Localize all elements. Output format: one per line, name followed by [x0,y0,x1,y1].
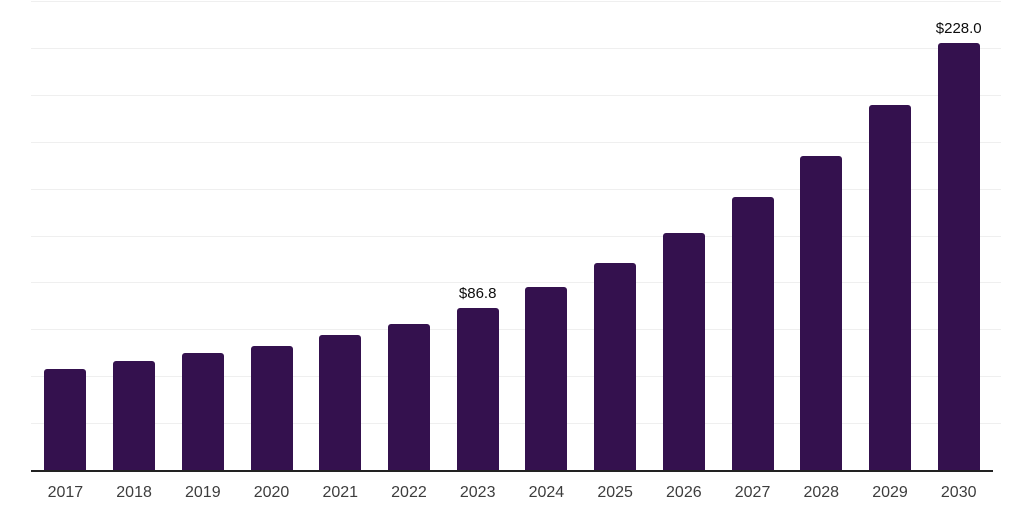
gridline-175 [31,141,1001,143]
bar-slot-2026 [649,2,718,471]
x-tick-label-2022: 2022 [391,484,427,501]
bar-2022 [387,323,430,471]
gridline-125 [31,235,1001,237]
bar-2026 [662,232,705,471]
bar-2021 [319,335,362,471]
bar-slot-2029 [856,2,925,471]
x-tick-label-2018: 2018 [116,484,152,501]
x-tick-label-2020: 2020 [253,484,290,501]
x-tick-label-2019: 2019 [185,484,221,501]
bar-slot-2023: $86.8 [443,2,512,471]
gridline-250 [31,1,1001,2]
x-tick-label-2021: 2021 [322,484,359,501]
gridline-200 [31,94,1001,96]
x-tick-label-2028: 2028 [803,484,840,501]
bar-slot-2022 [375,2,444,471]
x-tick-label-2027: 2027 [734,484,771,501]
x-axis-line [31,470,993,472]
bar-slot-2024 [512,2,581,471]
bar-2019 [181,352,224,471]
bar-2028 [800,155,843,471]
bar-2023: $86.8 [456,286,499,471]
gridline-150 [31,188,1001,190]
gridline-225 [31,47,1001,49]
x-tick-label-2030: 2030 [940,484,977,501]
bar-slot-2021 [306,2,375,471]
bar-slot-2030: $228.0 [924,2,993,471]
bar-2025 [594,262,637,471]
value-label-2023: $86.8 [458,285,497,303]
x-tick-label-2029: 2029 [872,484,908,501]
x-tick-label-2026: 2026 [666,484,702,501]
bar-slot-2019 [168,2,237,471]
bar-slot-2020 [237,2,306,471]
bar-slot-2028 [787,2,856,471]
x-tick-label-2017: 2017 [47,484,84,501]
bar-slot-2025 [581,2,650,471]
bar-2024 [525,286,568,471]
bar-slot-2017 [31,2,100,471]
bar-2020 [250,345,293,471]
bar-slot-2027 [718,2,787,471]
x-tick-label-2023: 2023 [459,484,496,501]
bar-2027 [731,196,774,471]
gridline-75 [31,329,1001,331]
bar-2018 [113,360,156,471]
x-tick-label-2024: 2024 [528,484,565,501]
gridline-50 [31,376,1001,378]
bar-2017 [44,368,87,471]
gridline-25 [31,423,1001,425]
bars-plot-area: $86.8 $228.0 [31,2,993,471]
gridline-100 [31,282,1001,284]
x-axis-tick-labels: 2017 2018 2019 2020 2021 2022 2023 2024 2025 2026… [31,483,993,502]
bar-2030: $228.0 [936,21,982,471]
bar-2029 [868,104,911,471]
bar-slot-2018 [100,2,169,471]
gridlines-layer [31,1,1001,471]
x-tick-label-2025: 2025 [597,484,633,501]
value-label-2030: $228.0 [935,20,982,38]
